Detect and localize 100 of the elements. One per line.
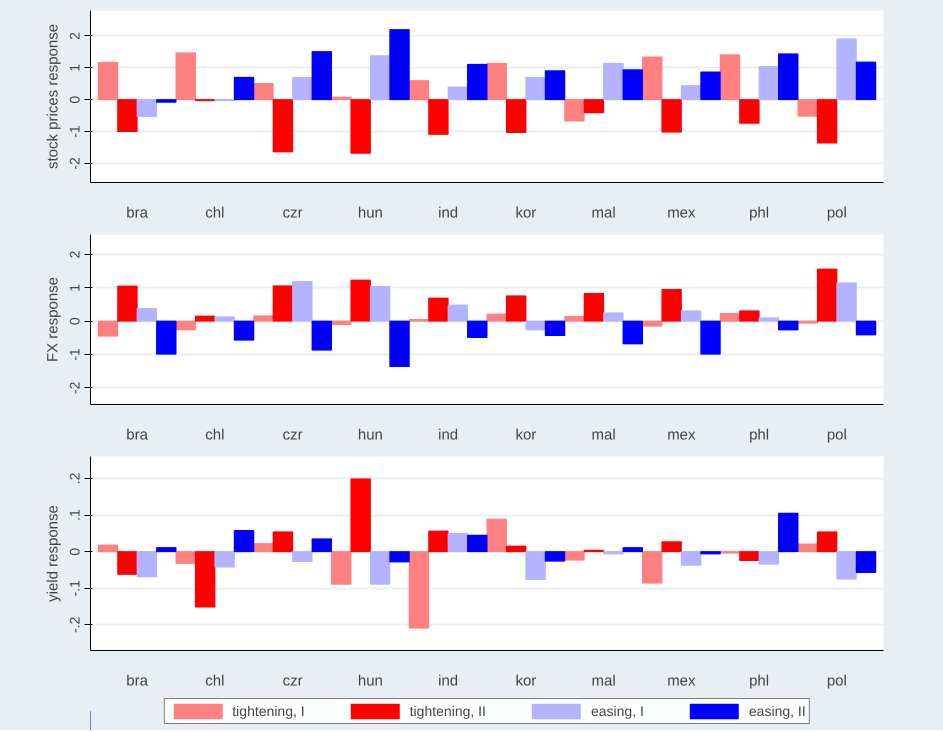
y-tick-label: .2 bbox=[66, 472, 82, 484]
bar bbox=[136, 308, 158, 322]
x-tick-label: chl bbox=[205, 426, 224, 444]
bar bbox=[292, 76, 313, 100]
bar bbox=[156, 320, 177, 355]
x-tick-label: mex bbox=[667, 204, 696, 222]
bar bbox=[622, 547, 643, 552]
x-tick-label: mal bbox=[592, 204, 616, 222]
bar bbox=[234, 320, 254, 341]
y-axis-title: yield response bbox=[44, 505, 62, 602]
bar bbox=[98, 544, 118, 552]
x-tick-label: czr bbox=[282, 204, 303, 222]
bar bbox=[467, 320, 488, 338]
bar bbox=[214, 316, 235, 322]
bar bbox=[389, 551, 410, 562]
x-tick-label: chl bbox=[205, 672, 224, 690]
y-tick-label: 0 bbox=[66, 548, 82, 556]
bar bbox=[661, 541, 682, 552]
bar bbox=[642, 320, 662, 327]
bar bbox=[234, 530, 254, 552]
bar bbox=[370, 55, 390, 100]
bar bbox=[350, 99, 371, 154]
bar bbox=[156, 99, 177, 103]
bar bbox=[389, 320, 410, 367]
bar bbox=[680, 85, 702, 100]
bar bbox=[117, 551, 138, 575]
bar bbox=[739, 551, 760, 561]
x-tick-label: czr bbox=[282, 672, 303, 690]
bar bbox=[448, 304, 468, 322]
bar bbox=[194, 551, 216, 608]
bar bbox=[506, 99, 526, 133]
x-tick-label: pol bbox=[826, 672, 847, 690]
x-tick-label: ind bbox=[438, 204, 458, 222]
bar bbox=[389, 29, 410, 100]
bar bbox=[117, 286, 138, 322]
bar bbox=[312, 320, 332, 351]
bar bbox=[758, 66, 780, 100]
bar bbox=[739, 310, 760, 322]
bar bbox=[816, 99, 838, 144]
x-tick-label: bra bbox=[126, 204, 149, 222]
x-tick-label: kor bbox=[515, 426, 536, 444]
bar bbox=[408, 551, 430, 629]
bar bbox=[292, 281, 313, 322]
bar bbox=[331, 551, 352, 585]
bar bbox=[272, 285, 294, 322]
bar bbox=[544, 320, 566, 336]
legend-label: tightening, I bbox=[232, 703, 305, 719]
bar bbox=[584, 99, 604, 114]
bar bbox=[622, 320, 643, 344]
y-tick-label: 0 bbox=[66, 317, 82, 326]
y-tick-label: 2 bbox=[66, 32, 82, 40]
bar bbox=[350, 478, 371, 552]
bar bbox=[98, 320, 118, 337]
x-tick-label: pol bbox=[826, 204, 847, 222]
bar bbox=[739, 99, 760, 124]
x-tick-label: chl bbox=[205, 204, 224, 222]
bar bbox=[525, 551, 546, 580]
bar bbox=[506, 295, 526, 322]
bar bbox=[700, 320, 721, 355]
bar bbox=[797, 99, 818, 117]
bar bbox=[642, 56, 662, 100]
x-tick-label: mex bbox=[667, 426, 696, 444]
bar bbox=[370, 286, 390, 322]
bar bbox=[370, 551, 390, 585]
bar bbox=[292, 551, 313, 562]
bar bbox=[720, 313, 740, 322]
bar bbox=[856, 320, 876, 336]
y-tick-label: 1 bbox=[66, 64, 82, 72]
bar bbox=[661, 289, 682, 322]
x-tick-label: mal bbox=[592, 672, 616, 690]
x-tick-label: mex bbox=[667, 672, 696, 690]
bar bbox=[448, 532, 468, 552]
x-tick-label: phl bbox=[749, 426, 770, 444]
bar bbox=[272, 99, 294, 152]
bar bbox=[486, 62, 507, 100]
legend-label: easing, I bbox=[590, 703, 644, 719]
y-axis-title: FX response bbox=[44, 276, 62, 362]
bar bbox=[584, 293, 604, 322]
bar bbox=[680, 551, 702, 566]
bar bbox=[253, 82, 274, 100]
bar bbox=[778, 320, 798, 330]
x-tick-label: pol bbox=[826, 426, 847, 444]
bar bbox=[778, 53, 798, 100]
bar bbox=[544, 551, 566, 562]
x-tick-label: phl bbox=[749, 672, 770, 690]
bar bbox=[720, 54, 740, 100]
bar bbox=[564, 316, 585, 322]
x-tick-label: czr bbox=[282, 426, 303, 444]
x-tick-label: kor bbox=[515, 204, 536, 222]
bar bbox=[312, 51, 332, 100]
bar bbox=[176, 52, 196, 100]
y-tick-label: 2 bbox=[66, 250, 82, 258]
bar bbox=[856, 62, 876, 100]
bar bbox=[428, 298, 449, 322]
bar bbox=[136, 551, 158, 578]
bar bbox=[156, 547, 177, 552]
y-axis-title: stock prices response bbox=[44, 24, 62, 170]
bar bbox=[622, 69, 643, 100]
bar bbox=[700, 71, 721, 100]
bar bbox=[525, 320, 546, 330]
